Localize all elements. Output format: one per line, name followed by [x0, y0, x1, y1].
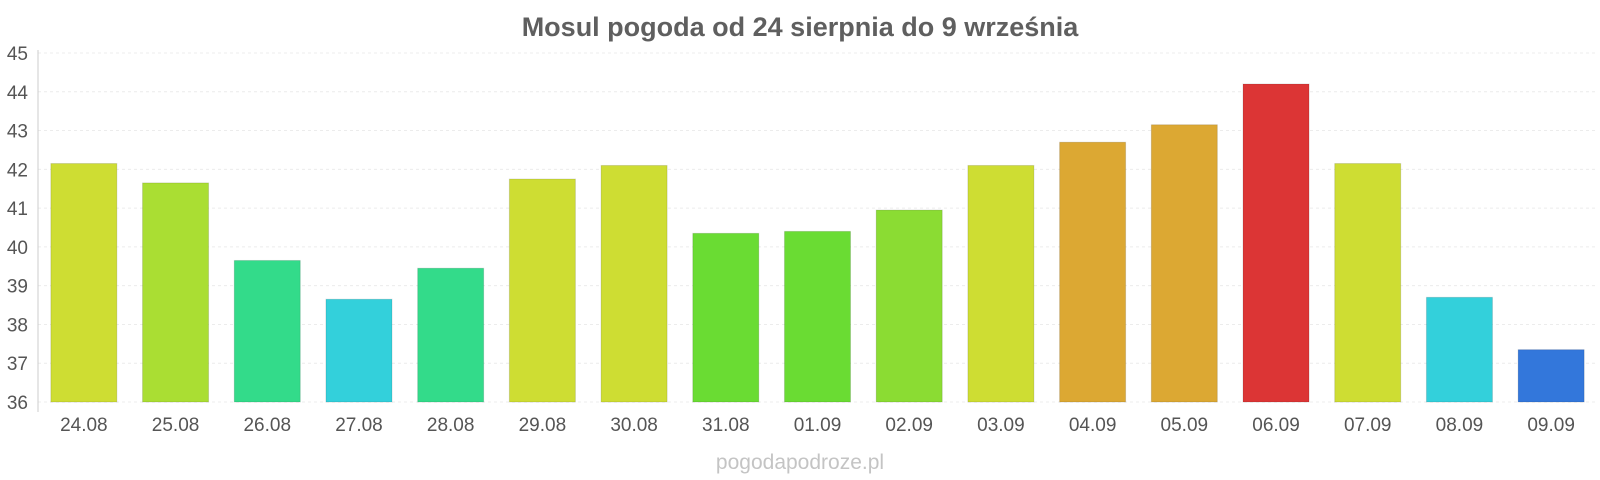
x-tick-label: 29.08: [519, 415, 567, 436]
bar-05.09[interactable]: [1150, 124, 1218, 403]
bar-07.09[interactable]: [1334, 163, 1402, 403]
bar-09.09[interactable]: [1517, 349, 1585, 403]
bar-08.09[interactable]: [1425, 296, 1493, 403]
y-tick-label: 40: [7, 238, 28, 259]
x-tick-label: 02.09: [885, 415, 933, 436]
watermark: pogodapodroze.pl: [716, 451, 884, 474]
chart-title: Mosul pogoda od 24 sierpnia do 9 wrześni…: [522, 12, 1080, 42]
x-tick-label: 09.09: [1527, 415, 1575, 436]
y-tick-label: 42: [7, 160, 28, 181]
bar-28.08[interactable]: [417, 267, 485, 403]
x-tick-label: 26.08: [243, 415, 291, 436]
bar-06.09[interactable]: [1242, 83, 1310, 403]
x-tick-label: 27.08: [335, 415, 383, 436]
y-axis-ticks: 36 37 38 39 40 41 42 43 44 45: [7, 44, 29, 414]
x-tick-label: 01.09: [794, 415, 842, 436]
bar-03.09[interactable]: [967, 164, 1035, 403]
bar-01.09[interactable]: [783, 230, 852, 403]
y-tick-label: 36: [7, 393, 28, 414]
x-tick-label: 08.09: [1436, 415, 1484, 436]
x-tick-label: 06.09: [1252, 415, 1300, 436]
bar-29.08[interactable]: [508, 178, 576, 403]
bar-27.08[interactable]: [325, 298, 393, 403]
y-tick-label: 44: [7, 83, 29, 104]
bar-30.08[interactable]: [600, 164, 668, 403]
x-tick-label: 31.08: [702, 415, 750, 436]
y-tick-label: 39: [7, 277, 28, 298]
bar-04.09[interactable]: [1059, 141, 1127, 403]
y-tick-label: 41: [7, 199, 28, 220]
x-tick-label: 07.09: [1344, 415, 1392, 436]
bar-24.08[interactable]: [50, 163, 118, 403]
bar-25.08[interactable]: [142, 182, 210, 403]
y-tick-label: 45: [7, 44, 28, 65]
x-tick-label: 05.09: [1161, 415, 1209, 436]
x-tick-label: 04.09: [1069, 415, 1117, 436]
x-tick-label: 25.08: [152, 415, 200, 436]
x-tick-label: 30.08: [610, 415, 658, 436]
x-tick-label: 03.09: [977, 415, 1025, 436]
x-tick-label: 24.08: [60, 415, 108, 436]
y-tick-label: 37: [7, 354, 28, 375]
y-tick-label: 38: [7, 315, 28, 336]
x-tick-label: 28.08: [427, 415, 475, 436]
bar-31.08[interactable]: [692, 232, 760, 403]
x-axis-ticks: 24.08 25.08 26.08 27.08 28.08 29.08 30.08 31.08…: [60, 415, 1575, 436]
bar-02.09[interactable]: [875, 209, 943, 403]
y-tick-label: 43: [7, 122, 28, 143]
bar-26.08[interactable]: [233, 259, 301, 403]
bars: [50, 83, 1585, 403]
